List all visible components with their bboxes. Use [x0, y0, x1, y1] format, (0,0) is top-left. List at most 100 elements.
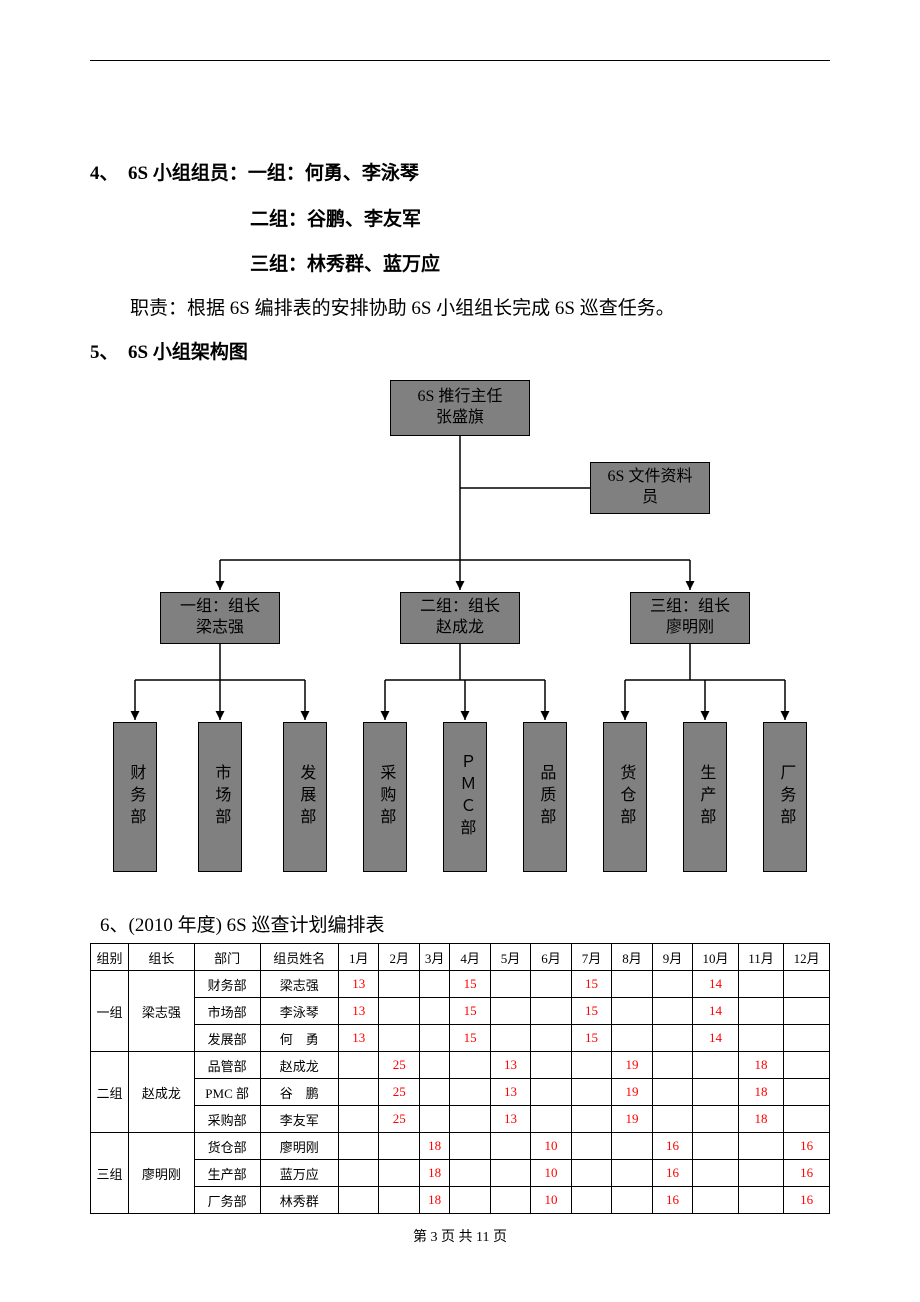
value-cell: 15	[571, 971, 611, 998]
table-row: 采购部李友军25131918	[91, 1106, 830, 1133]
table-row: 三组廖明刚货仓部廖明刚18101616	[91, 1133, 830, 1160]
value-cell: 19	[612, 1106, 652, 1133]
value-cell	[490, 971, 530, 998]
value-cell: 15	[571, 1025, 611, 1052]
value-cell: 13	[339, 971, 379, 998]
org-dept: 发展部	[283, 722, 327, 872]
value-cell	[531, 971, 571, 998]
leader-cell: 赵成龙	[128, 1052, 194, 1133]
value-cell: 10	[531, 1133, 571, 1160]
value-cell	[571, 1106, 611, 1133]
value-cell	[784, 1052, 830, 1079]
org-root: 6S 推行主任 张盛旗	[390, 380, 530, 436]
value-cell: 19	[612, 1079, 652, 1106]
value-cell	[652, 998, 692, 1025]
dept-cell: 品管部	[194, 1052, 260, 1079]
section5-title: 6S 小组架构图	[128, 342, 248, 363]
value-cell	[490, 1133, 530, 1160]
value-cell: 10	[531, 1160, 571, 1187]
org-g1-l1: 一组：组长	[180, 597, 260, 618]
dept-cell: PMC 部	[194, 1079, 260, 1106]
value-cell	[531, 1052, 571, 1079]
org-g2-l1: 二组：组长	[420, 597, 500, 618]
value-cell	[571, 1187, 611, 1214]
value-cell	[652, 1079, 692, 1106]
value-cell	[738, 1025, 784, 1052]
value-cell: 15	[450, 971, 490, 998]
value-cell: 18	[738, 1079, 784, 1106]
section4-num: 4、	[90, 163, 119, 184]
table-header-cell: 组别	[91, 944, 129, 971]
value-cell: 25	[379, 1052, 419, 1079]
value-cell: 16	[652, 1187, 692, 1214]
value-cell	[784, 1079, 830, 1106]
org-g1-l2: 梁志强	[196, 618, 244, 639]
table-header-cell: 10月	[693, 944, 739, 971]
table-row: 生产部蓝万应18101616	[91, 1160, 830, 1187]
org-dept: ＰＭＣ部	[443, 722, 487, 872]
table-row: 二组赵成龙品管部赵成龙25131918	[91, 1052, 830, 1079]
value-cell	[339, 1133, 379, 1160]
member-cell: 何 勇	[260, 1025, 338, 1052]
table-header-cell: 部门	[194, 944, 260, 971]
value-cell	[531, 1079, 571, 1106]
member-cell: 梁志强	[260, 971, 338, 998]
value-cell: 16	[784, 1133, 830, 1160]
value-cell	[379, 1133, 419, 1160]
table-header-cell: 2月	[379, 944, 419, 971]
value-cell: 18	[419, 1187, 449, 1214]
value-cell	[450, 1052, 490, 1079]
section4-line2: 二组：谷鹏、李友军	[90, 197, 830, 243]
org-staff-l1: 6S 文件资料	[608, 467, 693, 488]
member-cell: 李友军	[260, 1106, 338, 1133]
table-header-row: 组别组长部门组员姓名1月2月3月4月5月6月7月8月9月10月11月12月	[91, 944, 830, 971]
value-cell	[571, 1052, 611, 1079]
value-cell: 16	[784, 1160, 830, 1187]
value-cell	[784, 971, 830, 998]
value-cell: 18	[419, 1133, 449, 1160]
value-cell	[419, 1025, 449, 1052]
value-cell: 10	[531, 1187, 571, 1214]
value-cell: 15	[450, 1025, 490, 1052]
value-cell	[612, 1025, 652, 1052]
org-group1: 一组：组长 梁志强	[160, 592, 280, 644]
value-cell: 14	[693, 971, 739, 998]
member-cell: 廖明刚	[260, 1133, 338, 1160]
top-rule	[90, 60, 830, 61]
value-cell	[784, 1025, 830, 1052]
value-cell	[571, 1079, 611, 1106]
value-cell: 13	[490, 1106, 530, 1133]
value-cell	[490, 1187, 530, 1214]
table-header-cell: 11月	[738, 944, 784, 971]
table-header-cell: 6月	[531, 944, 571, 971]
value-cell: 13	[490, 1079, 530, 1106]
value-cell: 13	[339, 998, 379, 1025]
value-cell: 13	[339, 1025, 379, 1052]
value-cell	[531, 998, 571, 1025]
value-cell	[652, 971, 692, 998]
value-cell	[693, 1079, 739, 1106]
dept-cell: 货仓部	[194, 1133, 260, 1160]
value-cell	[419, 998, 449, 1025]
value-cell	[450, 1187, 490, 1214]
value-cell	[612, 971, 652, 998]
table-header-cell: 组员姓名	[260, 944, 338, 971]
org-g3-l1: 三组：组长	[650, 597, 730, 618]
org-dept: 厂务部	[763, 722, 807, 872]
org-staff: 6S 文件资料 员	[590, 462, 710, 514]
table-header-cell: 8月	[612, 944, 652, 971]
member-cell: 赵成龙	[260, 1052, 338, 1079]
org-dept: 生产部	[683, 722, 727, 872]
value-cell: 15	[450, 998, 490, 1025]
value-cell	[419, 1106, 449, 1133]
value-cell	[339, 1187, 379, 1214]
org-root-l2: 张盛旗	[436, 408, 484, 429]
table-row: 一组梁志强财务部梁志强13151514	[91, 971, 830, 998]
member-cell: 蓝万应	[260, 1160, 338, 1187]
value-cell: 18	[738, 1106, 784, 1133]
value-cell	[490, 1160, 530, 1187]
value-cell: 25	[379, 1106, 419, 1133]
value-cell	[612, 1160, 652, 1187]
group-cell: 二组	[91, 1052, 129, 1133]
value-cell	[419, 1052, 449, 1079]
